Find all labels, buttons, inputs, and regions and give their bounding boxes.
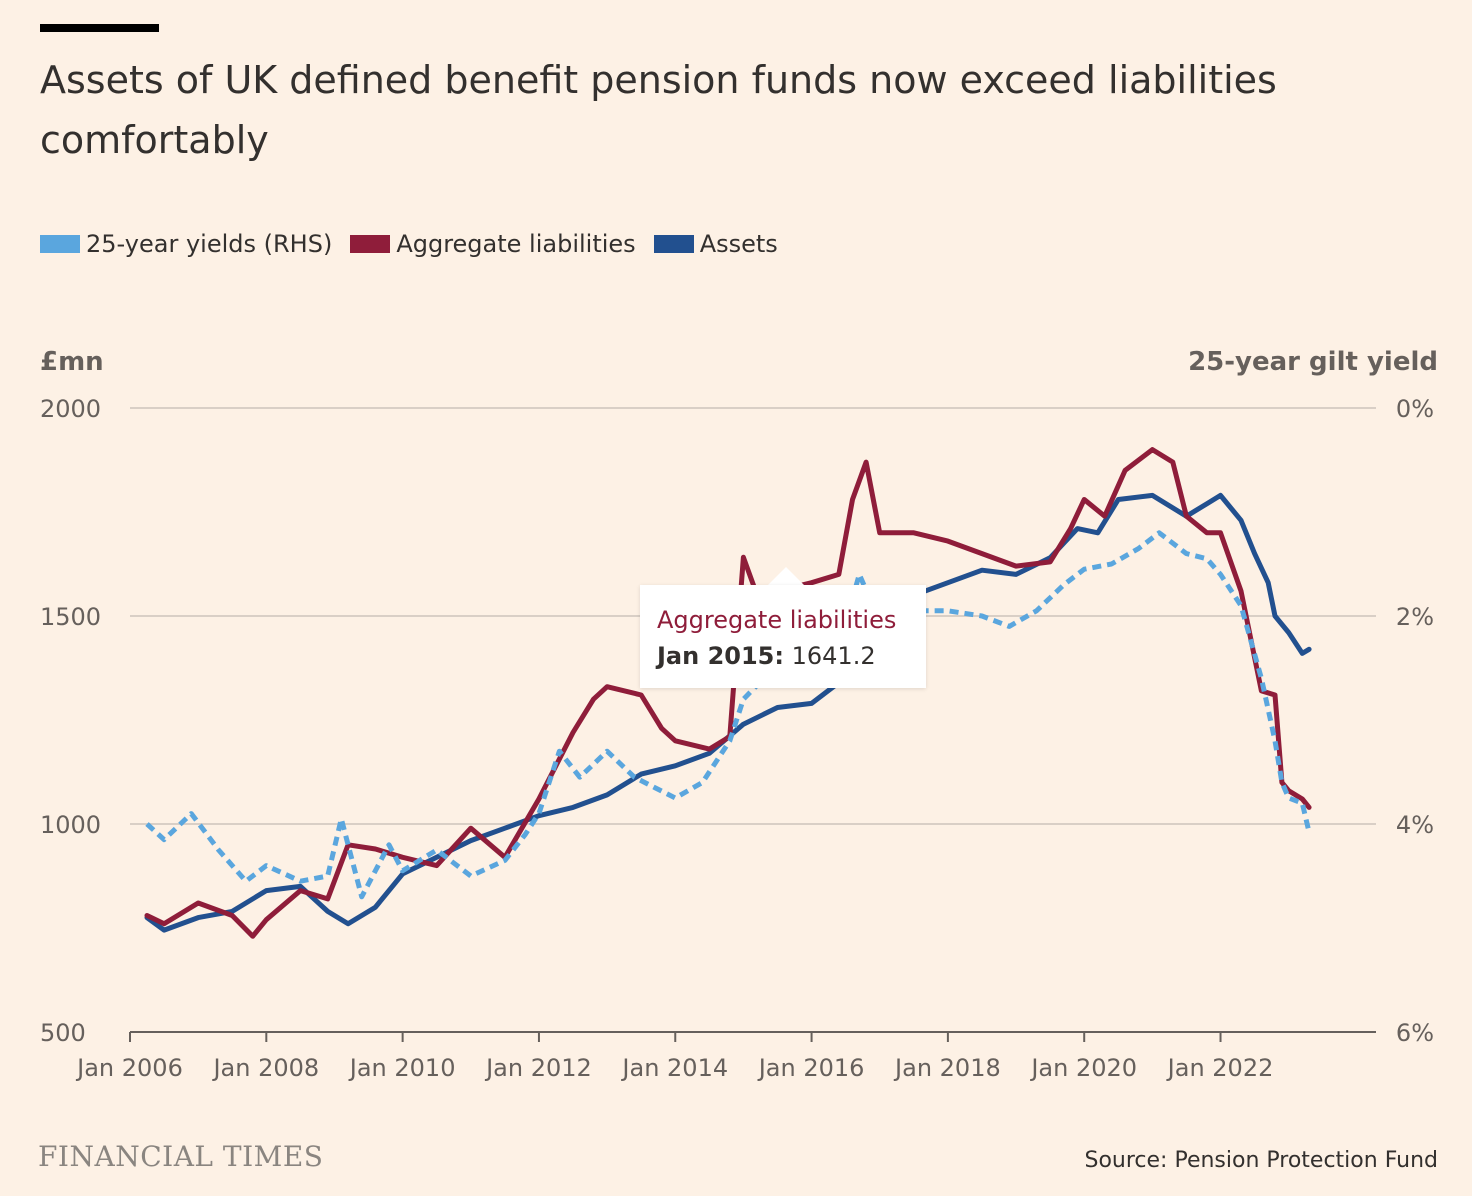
brand-logo: FINANCIAL TIMES [38,1140,324,1173]
x-tick-label: Jan 2020 [1029,1054,1137,1082]
y-left-tick-label: 2000 [40,395,101,423]
x-tick-label: Jan 2022 [1166,1054,1274,1082]
x-tick-label: Jan 2018 [893,1054,1001,1082]
series-line-aggregate-liabilities [144,447,1312,939]
y-left-axis-title: £mn [40,347,104,377]
tooltip-date: Jan 2015: [657,642,784,670]
series-line-25-year-yields-rhs [145,530,1312,900]
y-left-tick-label: 500 [40,1019,86,1047]
y-left-tick-label: 1500 [40,603,101,631]
legend-item-yields[interactable]: 25-year yields (RHS) [40,230,332,258]
top-accent-bar [40,24,159,32]
x-tick-label: Jan 2016 [757,1054,865,1082]
legend-item-assets[interactable]: Assets [653,230,778,258]
legend-item-liabilities[interactable]: Aggregate liabilities [350,230,636,258]
x-tick-label: Jan 2008 [211,1054,319,1082]
series-line-assets [144,492,1312,933]
series-lines [144,447,1312,939]
y-right-tick-label: 0% [1396,395,1434,423]
legend: 25-year yields (RHS) Aggregate liabiliti… [40,226,796,262]
x-tick-label: Jan 2010 [348,1054,456,1082]
y-right-tick-label: 6% [1396,1019,1434,1047]
chart-title: Assets of UK defined benefit pension fun… [40,58,1277,162]
legend-label-yields: 25-year yields (RHS) [86,230,333,258]
tooltip-series: Aggregate liabilities [657,606,897,634]
source-note: Source: Pension Protection Fund [1084,1148,1439,1173]
tooltip-arrow [768,567,804,585]
y-left-tick-label: 1000 [40,811,101,839]
tooltip-value-line: Jan 2015: 1641.2 [657,637,909,675]
x-tick-label: Jan 2006 [75,1054,183,1082]
y-right-tick-label: 2% [1396,603,1434,631]
x-tick-label: Jan 2014 [620,1054,728,1082]
x-tick-label: Jan 2012 [484,1054,592,1082]
tooltip-value: 1641.2 [791,642,876,670]
y-right-tick-label: 4% [1396,811,1434,839]
legend-label-liabilities: Aggregate liabilities [396,230,636,258]
legend-label-assets: Assets [699,230,778,258]
tooltip: Aggregate liabilities Jan 2015: 1641.2 [640,585,926,688]
legend-swatch-liabilities [350,235,391,253]
axes: 2000 0% 1500 2% 1000 4% 500 6% £mn 25-year gilt y… [40,347,1438,1082]
y-right-axis-title: 25-year gilt yield [1188,347,1438,377]
legend-swatch-assets [653,235,694,253]
legend-swatch-yields [40,235,80,253]
